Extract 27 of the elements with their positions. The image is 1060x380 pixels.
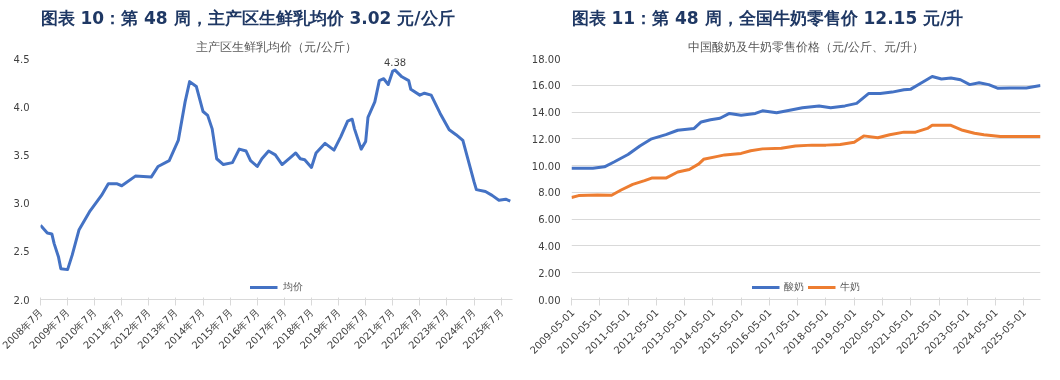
y-tick-label: 4.0 (13, 101, 30, 113)
y-tick-label: 18.00 (531, 53, 561, 65)
y-tick-label: 3.0 (13, 198, 30, 210)
y-tick-label: 6.00 (538, 214, 561, 226)
y-tick-label: 2.5 (13, 246, 30, 258)
y-tick-label: 4.5 (13, 53, 30, 65)
chart-subtitle: 中国酸奶及牛奶零售价格（元/公斤、元/升） (687, 39, 925, 54)
chart-title: 图表 10：第 48 周，主产区生鲜乳均价 3.02 元/公斤 (40, 7, 455, 28)
y-tick-label: 3.5 (13, 149, 30, 161)
y-tick-label: 12.00 (531, 133, 561, 145)
y-tick-label: 8.00 (538, 187, 561, 199)
chart-subtitle: 主产区生鲜乳均价（元/公斤） (196, 39, 357, 54)
y-tick-label: 16.00 (531, 80, 561, 92)
y-tick-label: 0.00 (538, 294, 561, 306)
y-tick-label: 14.00 (531, 107, 561, 119)
line-series (571, 74, 1041, 170)
y-tick-label: 4.00 (538, 240, 561, 252)
line-series (40, 68, 512, 272)
chart-title: 图表 11：第 48 周，全国牛奶零售价 12.15 元/升 (571, 7, 964, 28)
y-tick-label: 2.0 (13, 294, 30, 306)
legend-label: 酸奶 (784, 280, 804, 294)
legend-label: 均价 (282, 280, 303, 294)
legend-label: 牛奶 (840, 280, 860, 294)
line-series (571, 123, 1041, 199)
annotation: 4.38 (383, 57, 407, 69)
y-tick-label: 2.00 (538, 267, 561, 279)
y-tick-label: 10.00 (531, 160, 561, 172)
